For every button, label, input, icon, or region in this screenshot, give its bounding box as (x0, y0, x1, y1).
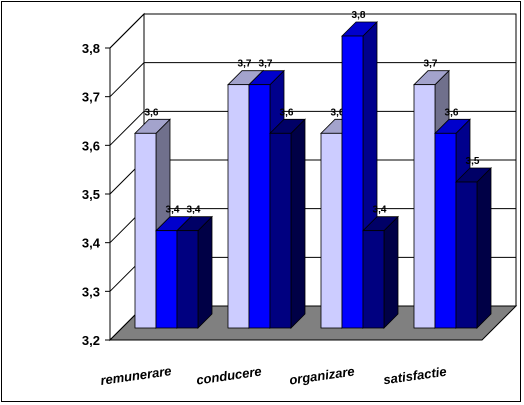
bar-side (197, 215, 213, 329)
y-tick-label: 3,3 (82, 284, 100, 299)
bar (248, 84, 271, 329)
data-label: 3,4 (166, 205, 180, 216)
bar (413, 84, 436, 329)
y-tick-label: 3,4 (82, 236, 101, 251)
x-tick-label: satisfactie (382, 364, 447, 388)
gridline (109, 110, 516, 146)
x-tick-label: organizare (288, 364, 355, 388)
gridline (109, 13, 516, 49)
bar (155, 230, 178, 329)
bar (134, 132, 157, 329)
data-label: 3,6 (145, 107, 159, 118)
data-label: 3,6 (280, 107, 294, 118)
y-tick-label: 3,6 (82, 138, 100, 153)
bar (269, 132, 292, 329)
bar (320, 132, 343, 329)
bar (341, 35, 364, 329)
data-label: 3,7 (424, 59, 438, 70)
x-tick-label: conducere (195, 364, 262, 388)
bar (176, 230, 199, 329)
bar-side (476, 167, 492, 329)
data-label: 3,6 (331, 107, 345, 118)
bar-side (383, 215, 399, 329)
data-label: 3,7 (238, 59, 252, 70)
bar-side (290, 118, 306, 329)
y-tick-label: 3,7 (82, 90, 100, 105)
x-tick-label: remunerare (99, 363, 172, 388)
bar (362, 230, 385, 329)
bar (455, 181, 478, 329)
y-tick-label: 3,5 (82, 187, 100, 202)
data-label: 3,8 (352, 10, 366, 21)
data-label: 3,5 (466, 156, 480, 167)
bar (434, 132, 457, 329)
y-tick-label: 3,2 (82, 333, 100, 348)
data-label: 3,4 (187, 205, 201, 216)
bar (227, 84, 250, 329)
data-label: 3,4 (373, 205, 387, 216)
data-label: 3,7 (259, 59, 273, 70)
data-label: 3,6 (445, 107, 459, 118)
y-tick-label: 3,8 (82, 41, 100, 56)
gridline (109, 62, 516, 98)
